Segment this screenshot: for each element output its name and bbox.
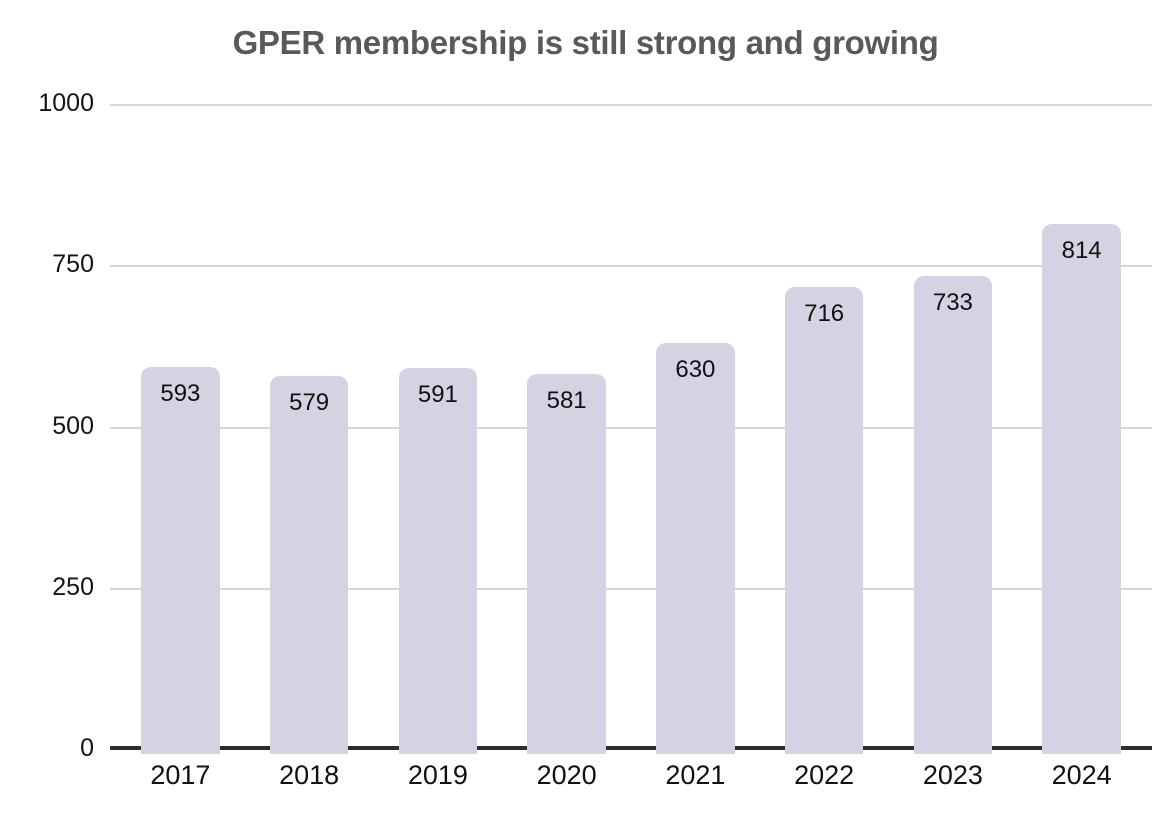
x-tick-label-2024: 2024 xyxy=(1051,760,1112,790)
bar-2022: 716 xyxy=(784,287,864,754)
y-tick-label: 500 xyxy=(52,411,94,440)
plot-area: 593 579 591 581 630 716 733 814 xyxy=(110,104,1152,754)
x-tick-label-2017: 2017 xyxy=(150,760,211,790)
bar-slot-2018: 579 xyxy=(245,375,374,754)
x-tick-label-2021: 2021 xyxy=(665,760,726,790)
y-tick-label: 250 xyxy=(52,572,94,601)
y-tick-label: 1000 xyxy=(38,88,94,117)
bar-value-label: 593 xyxy=(160,379,201,407)
bar-value-label: 591 xyxy=(417,380,458,408)
chart-body: 0 250 500 750 1000 593 579 591 581 630 716 733 814 … xyxy=(0,89,1152,791)
bar-slot-2020: 581 xyxy=(502,374,631,754)
y-tick-label: 750 xyxy=(52,250,94,279)
gridline xyxy=(110,426,1152,429)
x-tick-label-2022: 2022 xyxy=(794,760,855,790)
bar-value-label: 733 xyxy=(932,289,973,317)
bar-slot-2022: 716 xyxy=(760,287,889,754)
bar-slot-2019: 591 xyxy=(374,367,503,754)
bar-slot-2017: 593 xyxy=(116,366,245,754)
x-tick-label-2018: 2018 xyxy=(279,760,340,790)
y-tick-label: 0 xyxy=(80,733,94,762)
bar-2023: 733 xyxy=(913,276,993,754)
x-tick-label-2020: 2020 xyxy=(536,760,597,790)
bar-2018: 579 xyxy=(269,375,349,754)
gridline xyxy=(110,265,1152,268)
bar-slot-2023: 733 xyxy=(889,276,1018,754)
bar-2021: 630 xyxy=(656,342,735,754)
bar-2024: 814 xyxy=(1042,223,1121,754)
x-tick-label-2019: 2019 xyxy=(407,760,468,790)
bars-group: 593 579 591 581 630 716 733 814 xyxy=(116,223,1146,754)
bar-value-label: 716 xyxy=(804,300,845,328)
bar-value-label: 814 xyxy=(1061,236,1102,264)
bar-slot-2024: 814 xyxy=(1017,223,1146,754)
chart-title: GPER membership is still strong and grow… xyxy=(232,24,939,61)
gridline xyxy=(110,587,1152,590)
bar-slot-2021: 630 xyxy=(631,342,760,754)
plot-wrap: 593 579 591 581 630 716 733 814 2017 2018 2019 202… xyxy=(110,104,1152,791)
bar-value-label: 581 xyxy=(546,387,587,415)
bar-value-label: 579 xyxy=(289,388,330,416)
bar-2020: 581 xyxy=(527,374,606,754)
bar-value-label: 630 xyxy=(675,355,716,383)
x-tick-label-2023: 2023 xyxy=(922,760,983,790)
gridline xyxy=(110,104,1152,106)
bar-2019: 591 xyxy=(398,367,478,754)
y-axis: 0 250 500 750 1000 xyxy=(0,89,110,762)
bar-2017: 593 xyxy=(141,366,220,754)
x-axis: 2017 2018 2019 2020 2021 2022 2023 2024 xyxy=(110,760,1152,791)
x-axis-line xyxy=(110,746,1152,750)
